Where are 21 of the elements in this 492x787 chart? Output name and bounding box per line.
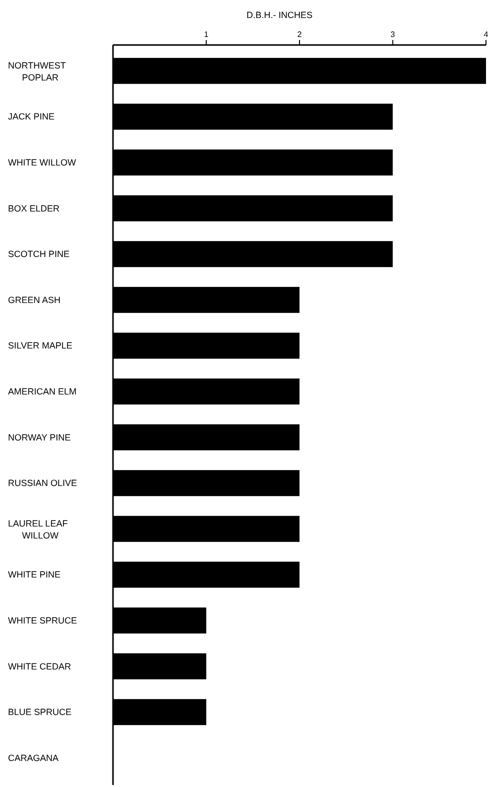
x-tick-label: 2 xyxy=(297,30,302,39)
y-tick-label: WHITE PINE xyxy=(8,570,61,580)
y-tick-label: LAUREL LEAF WILLOW xyxy=(8,518,68,540)
y-tick-label: WHITE CEDAR xyxy=(8,661,72,672)
y-tick-label: JACK PINE xyxy=(8,112,55,122)
y-tick-label: BOX ELDER xyxy=(8,203,60,214)
y-tick-label: SCOTCH PINE xyxy=(8,249,70,260)
y-tick-label: AMERICAN ELM xyxy=(8,386,77,396)
x-tick-label: 4 xyxy=(484,30,489,39)
y-tick-label: WHITE WILLOW xyxy=(8,158,76,168)
y-tick-label: NORWAY PINE xyxy=(8,432,71,442)
x-tick-label: 3 xyxy=(390,30,396,39)
y-tick-label: GREEN ASH xyxy=(8,294,61,305)
y-tick-label: WHITE SPRUCE xyxy=(8,616,78,626)
x-tick-label: 1 xyxy=(204,30,210,39)
y-tick-label: NORTHWEST POPLAR xyxy=(8,60,66,82)
x-axis-title: D.B.H.- INCHES xyxy=(246,10,313,20)
y-tick-label: SILVER MAPLE xyxy=(8,340,72,351)
y-tick-label: BLUE SPRUCE xyxy=(8,707,72,718)
y-tick-label: RUSSIAN OLIVE xyxy=(8,478,78,488)
y-tick-label: CARAGANA xyxy=(8,752,59,763)
